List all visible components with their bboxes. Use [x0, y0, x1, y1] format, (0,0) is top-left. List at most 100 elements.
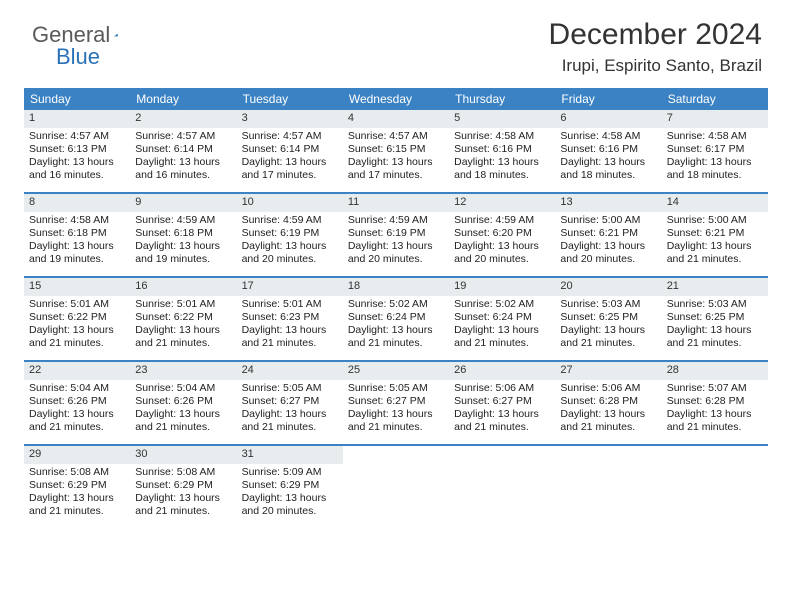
sunset-text: Sunset: 6:14 PM	[135, 143, 231, 156]
daylight-text-1: Daylight: 13 hours	[560, 408, 656, 421]
daylight-text-2: and 21 minutes.	[135, 505, 231, 518]
daylight-text-2: and 18 minutes.	[667, 169, 763, 182]
daylight-text-2: and 21 minutes.	[135, 421, 231, 434]
calendar-day: 2Sunrise: 4:57 AMSunset: 6:14 PMDaylight…	[130, 110, 236, 192]
sunrise-text: Sunrise: 5:09 AM	[242, 466, 338, 479]
calendar-day: 20Sunrise: 5:03 AMSunset: 6:25 PMDayligh…	[555, 278, 661, 360]
sunrise-text: Sunrise: 4:57 AM	[29, 130, 125, 143]
sunrise-text: Sunrise: 4:59 AM	[135, 214, 231, 227]
daylight-text-1: Daylight: 13 hours	[29, 492, 125, 505]
day-number: 4	[343, 110, 449, 128]
calendar-day: 28Sunrise: 5:07 AMSunset: 6:28 PMDayligh…	[662, 362, 768, 444]
daylight-text-2: and 18 minutes.	[560, 169, 656, 182]
sunrise-text: Sunrise: 4:59 AM	[348, 214, 444, 227]
daylight-text-2: and 21 minutes.	[667, 253, 763, 266]
sunset-text: Sunset: 6:26 PM	[135, 395, 231, 408]
sunset-text: Sunset: 6:16 PM	[560, 143, 656, 156]
daylight-text-1: Daylight: 13 hours	[29, 324, 125, 337]
day-number: 7	[662, 110, 768, 128]
calendar-week: 22Sunrise: 5:04 AMSunset: 6:26 PMDayligh…	[24, 362, 768, 446]
sunset-text: Sunset: 6:15 PM	[348, 143, 444, 156]
day-number: 2	[130, 110, 236, 128]
daylight-text-1: Daylight: 13 hours	[454, 240, 550, 253]
sunset-text: Sunset: 6:29 PM	[29, 479, 125, 492]
sunrise-text: Sunrise: 5:03 AM	[667, 298, 763, 311]
sunrise-text: Sunrise: 5:03 AM	[560, 298, 656, 311]
daylight-text-2: and 21 minutes.	[348, 421, 444, 434]
day-number: 11	[343, 194, 449, 212]
calendar-day: 30Sunrise: 5:08 AMSunset: 6:29 PMDayligh…	[130, 446, 236, 528]
sunset-text: Sunset: 6:25 PM	[560, 311, 656, 324]
sunset-text: Sunset: 6:28 PM	[667, 395, 763, 408]
day-number: 13	[555, 194, 661, 212]
sunrise-text: Sunrise: 5:02 AM	[348, 298, 444, 311]
daylight-text-2: and 21 minutes.	[667, 337, 763, 350]
calendar: Sunday Monday Tuesday Wednesday Thursday…	[24, 88, 768, 528]
sunrise-text: Sunrise: 4:57 AM	[348, 130, 444, 143]
day-number: 24	[237, 362, 343, 380]
day-of-week-header: Sunday Monday Tuesday Wednesday Thursday…	[24, 88, 768, 110]
day-number: 14	[662, 194, 768, 212]
calendar-day: 9Sunrise: 4:59 AMSunset: 6:18 PMDaylight…	[130, 194, 236, 276]
daylight-text-1: Daylight: 13 hours	[560, 324, 656, 337]
day-number: 21	[662, 278, 768, 296]
sunrise-text: Sunrise: 4:59 AM	[454, 214, 550, 227]
calendar-day: 7Sunrise: 4:58 AMSunset: 6:17 PMDaylight…	[662, 110, 768, 192]
daylight-text-2: and 16 minutes.	[29, 169, 125, 182]
sunset-text: Sunset: 6:21 PM	[560, 227, 656, 240]
calendar-day: 21Sunrise: 5:03 AMSunset: 6:25 PMDayligh…	[662, 278, 768, 360]
calendar-day: 26Sunrise: 5:06 AMSunset: 6:27 PMDayligh…	[449, 362, 555, 444]
calendar-day: 23Sunrise: 5:04 AMSunset: 6:26 PMDayligh…	[130, 362, 236, 444]
calendar-week: 29Sunrise: 5:08 AMSunset: 6:29 PMDayligh…	[24, 446, 768, 528]
daylight-text-1: Daylight: 13 hours	[454, 324, 550, 337]
page-subtitle: Irupi, Espirito Santo, Brazil	[562, 56, 762, 76]
daylight-text-2: and 20 minutes.	[454, 253, 550, 266]
daylight-text-1: Daylight: 13 hours	[29, 408, 125, 421]
sunrise-text: Sunrise: 5:02 AM	[454, 298, 550, 311]
sunset-text: Sunset: 6:18 PM	[135, 227, 231, 240]
calendar-day	[343, 446, 449, 528]
sunset-text: Sunset: 6:18 PM	[29, 227, 125, 240]
daylight-text-1: Daylight: 13 hours	[348, 156, 444, 169]
daylight-text-2: and 21 minutes.	[135, 337, 231, 350]
calendar-day: 15Sunrise: 5:01 AMSunset: 6:22 PMDayligh…	[24, 278, 130, 360]
sunset-text: Sunset: 6:27 PM	[348, 395, 444, 408]
day-number: 31	[237, 446, 343, 464]
sunrise-text: Sunrise: 5:06 AM	[560, 382, 656, 395]
calendar-day: 16Sunrise: 5:01 AMSunset: 6:22 PMDayligh…	[130, 278, 236, 360]
sunset-text: Sunset: 6:19 PM	[242, 227, 338, 240]
day-number: 6	[555, 110, 661, 128]
daylight-text-1: Daylight: 13 hours	[29, 156, 125, 169]
logo-triangle-icon	[114, 27, 118, 43]
day-number: 29	[24, 446, 130, 464]
daylight-text-2: and 21 minutes.	[667, 421, 763, 434]
sunset-text: Sunset: 6:19 PM	[348, 227, 444, 240]
sunset-text: Sunset: 6:22 PM	[135, 311, 231, 324]
logo-text-blue: Blue	[56, 44, 100, 70]
sunrise-text: Sunrise: 5:01 AM	[29, 298, 125, 311]
sunrise-text: Sunrise: 5:06 AM	[454, 382, 550, 395]
day-number: 9	[130, 194, 236, 212]
day-number: 26	[449, 362, 555, 380]
daylight-text-1: Daylight: 13 hours	[242, 240, 338, 253]
calendar-day: 19Sunrise: 5:02 AMSunset: 6:24 PMDayligh…	[449, 278, 555, 360]
daylight-text-1: Daylight: 13 hours	[560, 156, 656, 169]
calendar-day: 22Sunrise: 5:04 AMSunset: 6:26 PMDayligh…	[24, 362, 130, 444]
dow-thursday: Thursday	[449, 88, 555, 110]
sunrise-text: Sunrise: 4:58 AM	[454, 130, 550, 143]
daylight-text-2: and 21 minutes.	[454, 337, 550, 350]
daylight-text-2: and 21 minutes.	[348, 337, 444, 350]
sunset-text: Sunset: 6:16 PM	[454, 143, 550, 156]
calendar-day: 1Sunrise: 4:57 AMSunset: 6:13 PMDaylight…	[24, 110, 130, 192]
day-number: 16	[130, 278, 236, 296]
sunset-text: Sunset: 6:28 PM	[560, 395, 656, 408]
day-number: 5	[449, 110, 555, 128]
calendar-day: 6Sunrise: 4:58 AMSunset: 6:16 PMDaylight…	[555, 110, 661, 192]
calendar-day	[662, 446, 768, 528]
calendar-day	[449, 446, 555, 528]
daylight-text-2: and 21 minutes.	[242, 337, 338, 350]
daylight-text-2: and 19 minutes.	[135, 253, 231, 266]
calendar-day: 5Sunrise: 4:58 AMSunset: 6:16 PMDaylight…	[449, 110, 555, 192]
sunrise-text: Sunrise: 4:57 AM	[135, 130, 231, 143]
calendar-week: 15Sunrise: 5:01 AMSunset: 6:22 PMDayligh…	[24, 278, 768, 362]
